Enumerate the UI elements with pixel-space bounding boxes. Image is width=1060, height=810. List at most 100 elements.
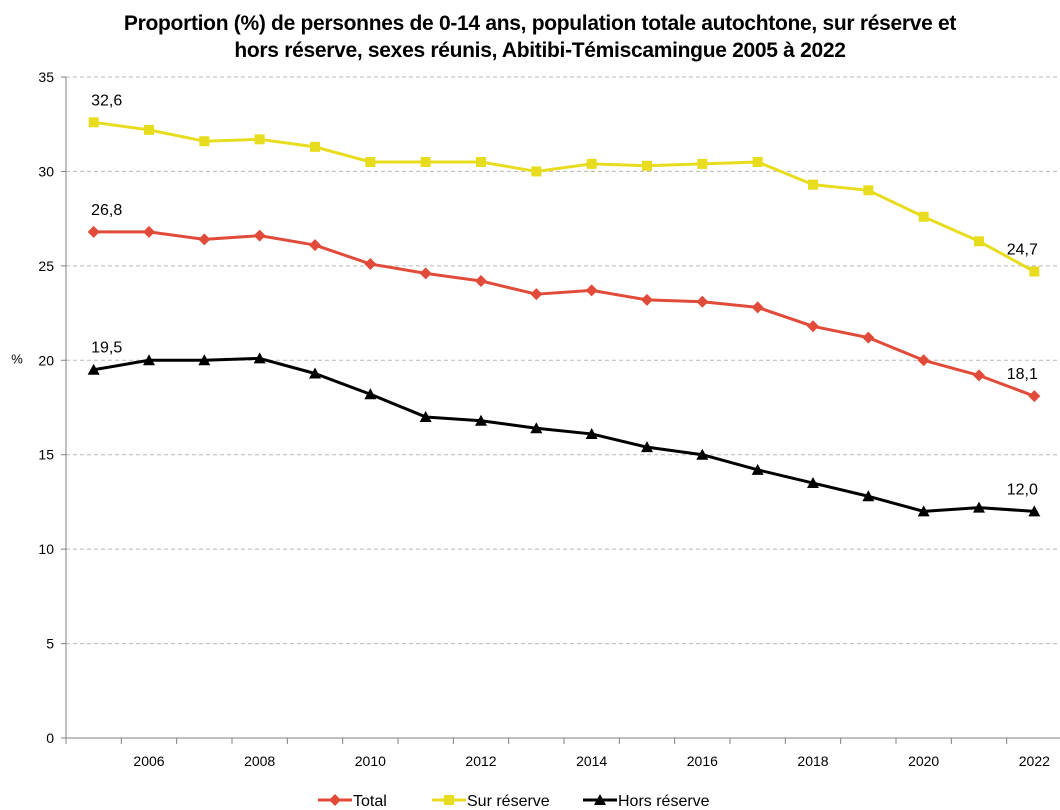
data-labels: 26,8 18,1 32,6 24,7 19,5 12,0 — [91, 92, 1038, 498]
data-point-hors-r-serve — [198, 354, 211, 366]
data-point-sur-r-serve — [974, 236, 984, 247]
x-tick-label: 2020 — [908, 753, 939, 769]
data-point-total — [862, 331, 875, 344]
data-point-hors-r-serve — [917, 505, 930, 517]
data-point-hors-r-serve — [309, 367, 321, 379]
data-point-total — [87, 225, 100, 238]
legend-item-sur-r-serve: Sur réserve — [432, 793, 550, 810]
chart-title: Proportion (%) de personnes de 0-14 ans,… — [40, 10, 1040, 64]
data-point-total — [1028, 390, 1041, 403]
data-point-sur-r-serve — [808, 179, 818, 190]
data-label-hors-r-serve: 19,5 — [91, 340, 122, 357]
series-line-sur-r-serve — [93, 120, 1036, 273]
x-tick-label: 2008 — [244, 753, 275, 769]
y-tick-label: 25 — [38, 258, 54, 274]
data-point-total — [696, 295, 709, 308]
data-label-hors-r-serve: 12,0 — [1007, 481, 1038, 498]
data-point-hors-r-serve — [419, 410, 432, 422]
data-point-total — [253, 229, 266, 242]
data-point-total — [641, 293, 653, 306]
series-lines — [87, 117, 1041, 517]
y-tick-label: 0 — [46, 730, 54, 746]
data-point-sur-r-serve — [199, 136, 210, 147]
data-point-hors-r-serve — [475, 414, 487, 426]
data-point-total — [530, 288, 543, 301]
data-point-sur-r-serve — [918, 211, 929, 222]
data-point-hors-r-serve — [530, 422, 543, 434]
data-point-sur-r-serve — [752, 156, 763, 167]
legend-marker-total — [329, 794, 341, 806]
x-tick-label: 2012 — [465, 753, 496, 769]
x-tick-label: 2014 — [576, 753, 607, 769]
y-tick-label: 20 — [38, 352, 54, 368]
data-point-hors-r-serve — [862, 490, 875, 502]
series-hors-r-serve — [87, 352, 1041, 517]
legend-marker-hors-r-serve — [594, 794, 606, 805]
data-label-total: 18,1 — [1007, 366, 1038, 383]
y-axis-label: % — [11, 352, 23, 367]
legend-item-hors-r-serve: Hors réserve — [583, 793, 710, 810]
x-tick-label: 2010 — [355, 753, 386, 769]
data-point-total — [807, 320, 819, 333]
data-point-sur-r-serve — [531, 166, 542, 177]
data-point-total — [364, 257, 377, 270]
legend-item-total: Total — [318, 793, 387, 810]
legend-label-total: Total — [353, 793, 387, 810]
data-point-total — [419, 267, 432, 280]
data-point-total — [917, 354, 930, 367]
data-point-total — [198, 233, 211, 246]
data-point-hors-r-serve — [696, 448, 709, 460]
data-point-sur-r-serve — [697, 158, 708, 169]
data-point-hors-r-serve — [143, 354, 155, 366]
data-point-hors-r-serve — [973, 501, 985, 513]
x-tick-label: 2018 — [797, 753, 828, 769]
data-point-hors-r-serve — [1028, 505, 1041, 517]
data-point-total — [475, 274, 487, 287]
data-point-sur-r-serve — [420, 156, 431, 167]
data-point-hors-r-serve — [87, 363, 100, 375]
data-point-sur-r-serve — [254, 134, 265, 145]
series-line-total — [93, 230, 1035, 398]
data-point-sur-r-serve — [586, 158, 597, 169]
y-tick-label: 5 — [46, 636, 54, 652]
y-tick-label: 30 — [38, 163, 54, 179]
data-point-sur-r-serve — [1029, 266, 1040, 277]
data-label-sur-r-serve: 32,6 — [91, 92, 122, 109]
y-tick-label: 35 — [38, 69, 54, 85]
legend-label-hors-r-serve: Hors réserve — [618, 793, 710, 810]
gridlines — [66, 76, 1060, 645]
x-tick-label: 2022 — [1019, 753, 1050, 769]
data-point-total — [973, 369, 985, 382]
data-point-hors-r-serve — [807, 477, 819, 489]
chart-title-line-1: Proportion (%) de personnes de 0-14 ans,… — [123, 12, 957, 35]
data-point-hors-r-serve — [585, 427, 598, 439]
data-point-hors-r-serve — [364, 388, 377, 400]
series-line-hors-r-serve — [93, 356, 1035, 513]
legend-marker-sur-r-serve — [444, 795, 454, 805]
axes: 0 5 10 15 20 25 30 35 2006 2008 2010 2012 2014 2016 20… — [11, 69, 1060, 769]
data-point-sur-r-serve — [863, 185, 874, 196]
data-label-total: 26,8 — [91, 202, 122, 219]
x-tick-label: 2006 — [133, 753, 164, 769]
data-point-sur-r-serve — [476, 156, 486, 167]
data-point-total — [309, 239, 321, 252]
data-point-total — [143, 225, 155, 238]
data-point-sur-r-serve — [88, 117, 99, 128]
y-tick-label: 10 — [38, 541, 54, 557]
data-point-total — [585, 284, 598, 297]
x-tick-label: 2016 — [687, 753, 718, 769]
data-point-sur-r-serve — [310, 141, 320, 152]
series-sur-r-serve — [88, 117, 1040, 277]
data-point-hors-r-serve — [253, 352, 266, 364]
legend-label-sur-r-serve: Sur réserve — [467, 793, 550, 810]
data-label-sur-r-serve: 24,7 — [1007, 242, 1038, 259]
series-total — [87, 225, 1041, 403]
y-tick-label: 15 — [38, 447, 54, 463]
chart-title-line-2: hors réserve, sexes réunis, Abitibi-Témi… — [234, 39, 846, 62]
data-point-hors-r-serve — [751, 463, 764, 475]
legend: Total Sur réserve Hors réserve — [318, 793, 710, 810]
data-point-sur-r-serve — [365, 156, 376, 167]
data-point-total — [751, 301, 764, 314]
